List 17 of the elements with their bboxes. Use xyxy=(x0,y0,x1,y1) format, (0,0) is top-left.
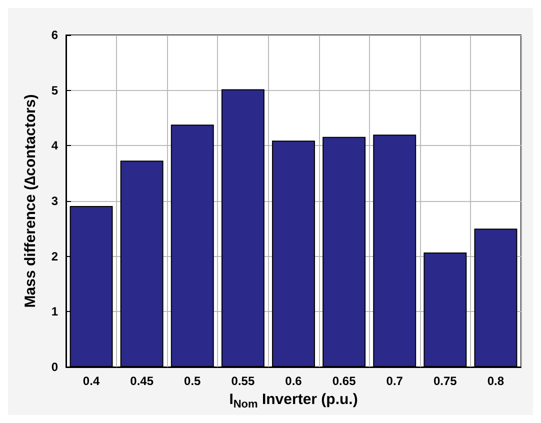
x-tick-label: 0.6 xyxy=(285,374,302,388)
y-tick-label: 6 xyxy=(51,28,58,42)
y-tick-label: 4 xyxy=(51,138,58,153)
y-tick-label: 3 xyxy=(51,194,58,208)
x-tick-label: 0.45 xyxy=(130,374,154,388)
x-tick-label: 0.5 xyxy=(184,374,202,388)
x-tick-label: 0.75 xyxy=(433,374,458,388)
y-tick-label: 1 xyxy=(51,304,58,319)
x-tick-label: 0.7 xyxy=(386,374,404,388)
x-tick-label: 0.4 xyxy=(82,374,100,388)
x-tick-label: 0.55 xyxy=(231,374,255,388)
x-tick-label: 0.8 xyxy=(487,374,504,388)
y-tick-label: 5 xyxy=(51,83,58,98)
x-tick-label: 0.65 xyxy=(332,374,356,388)
y-tick-label: 0 xyxy=(51,360,58,374)
y-axis-title: Mass difference (∆contactors) xyxy=(22,94,39,308)
y-tick-label: 2 xyxy=(51,249,58,264)
